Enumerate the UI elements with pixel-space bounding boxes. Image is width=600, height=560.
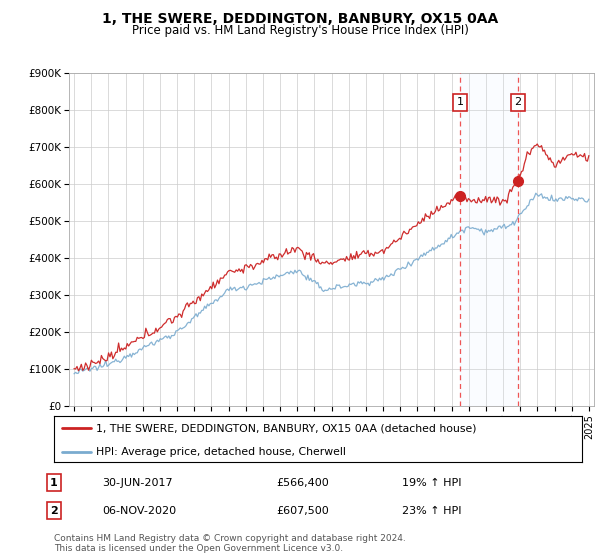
Text: 2: 2 xyxy=(50,506,58,516)
Text: 06-NOV-2020: 06-NOV-2020 xyxy=(102,506,176,516)
Text: Price paid vs. HM Land Registry's House Price Index (HPI): Price paid vs. HM Land Registry's House … xyxy=(131,24,469,36)
Text: 1: 1 xyxy=(50,478,58,488)
Text: 1: 1 xyxy=(457,97,464,108)
Text: Contains HM Land Registry data © Crown copyright and database right 2024.
This d: Contains HM Land Registry data © Crown c… xyxy=(54,534,406,553)
Text: 23% ↑ HPI: 23% ↑ HPI xyxy=(402,506,461,516)
Text: 19% ↑ HPI: 19% ↑ HPI xyxy=(402,478,461,488)
Text: 1, THE SWERE, DEDDINGTON, BANBURY, OX15 0AA: 1, THE SWERE, DEDDINGTON, BANBURY, OX15 … xyxy=(102,12,498,26)
Text: £607,500: £607,500 xyxy=(276,506,329,516)
Text: 30-JUN-2017: 30-JUN-2017 xyxy=(102,478,173,488)
Bar xyxy=(460,73,518,406)
Text: HPI: Average price, detached house, Cherwell: HPI: Average price, detached house, Cher… xyxy=(96,447,346,457)
Text: 1, THE SWERE, DEDDINGTON, BANBURY, OX15 0AA (detached house): 1, THE SWERE, DEDDINGTON, BANBURY, OX15 … xyxy=(96,423,477,433)
Text: £566,400: £566,400 xyxy=(276,478,329,488)
Text: 2: 2 xyxy=(514,97,521,108)
